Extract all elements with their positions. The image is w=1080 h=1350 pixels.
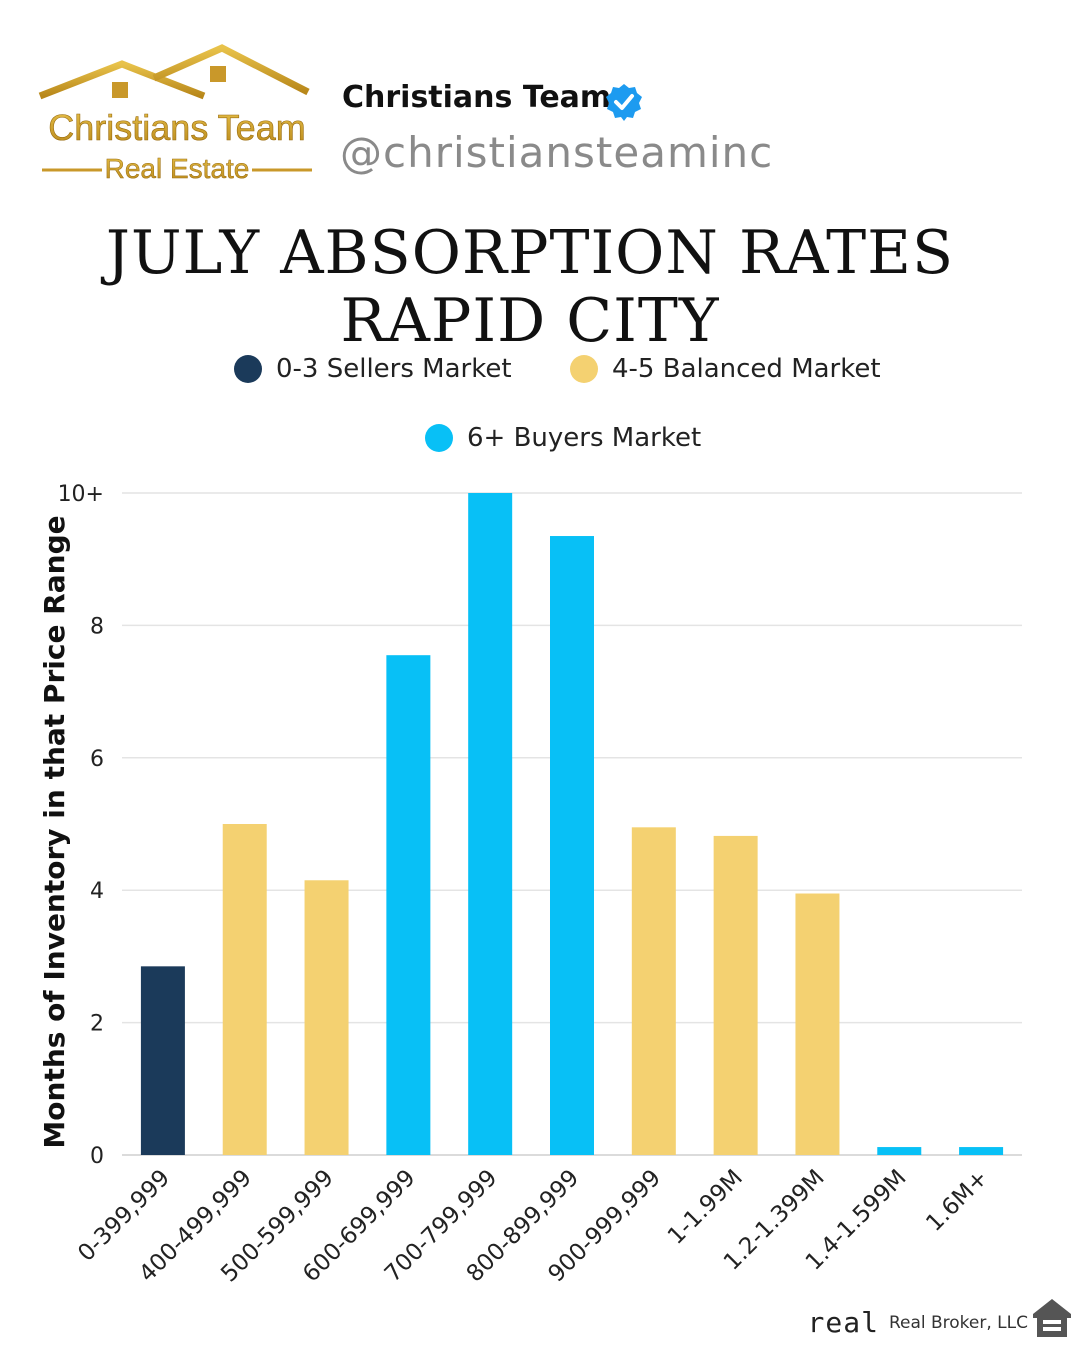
broker-credit: real Real Broker, LLC xyxy=(808,1306,1028,1339)
bars xyxy=(140,493,1004,1155)
chart-subtitle: RAPID CITY xyxy=(340,286,720,356)
christians-team-logo: Christians Team Real Estate xyxy=(38,44,312,184)
legend-item-sellers: 0-3 Sellers Market xyxy=(234,354,512,384)
bar-900-999,999 xyxy=(631,827,676,1155)
verified-badge-icon xyxy=(606,84,642,121)
legend-label-balanced: 4-5 Balanced Market xyxy=(612,354,881,384)
bar-1.2-1.399M xyxy=(795,893,840,1155)
bar-0-399,999 xyxy=(140,966,185,1155)
bar-800-899,999 xyxy=(550,536,594,1155)
y-tick-label: 0 xyxy=(90,1144,104,1169)
legend-label-sellers: 0-3 Sellers Market xyxy=(276,354,512,384)
bar-1-1.99M xyxy=(713,835,758,1155)
legend-dot-balanced xyxy=(570,355,598,383)
profile-name: Christians Team xyxy=(342,80,612,115)
bar-700-799,999 xyxy=(468,493,513,1155)
y-axis-label: Months of Inventory in that Price Range xyxy=(38,515,71,1148)
profile-handle: @christiansteaminc xyxy=(340,128,774,177)
broker-logo: real xyxy=(807,1306,879,1339)
legend-dot-sellers xyxy=(234,355,262,383)
bar-chart: 0 2 4 6 8 10+ 0-399,999400-499,999500-599,999… xyxy=(38,482,1022,1288)
y-tick-label: 6 xyxy=(90,747,104,772)
x-axis-labels: 0-399,999400-499,999500-599,999600-699,9… xyxy=(73,1165,993,1288)
bar-1.6M+ xyxy=(959,1147,1004,1155)
y-axis-ticks: 0 2 4 6 8 10+ xyxy=(58,482,104,1169)
y-tick-label: 10+ xyxy=(58,482,104,507)
y-tick-label: 8 xyxy=(90,614,104,639)
bar-1.4-1.599M xyxy=(877,1147,922,1155)
legend-dot-buyers xyxy=(425,424,453,452)
logo-line1: Christians Team xyxy=(48,107,305,148)
x-tick-label: 1-1.99M xyxy=(663,1165,748,1250)
equal-housing-icon xyxy=(1033,1299,1071,1337)
bar-400-499,999 xyxy=(222,824,267,1155)
y-tick-label: 4 xyxy=(90,879,104,904)
legend-item-buyers: 6+ Buyers Market xyxy=(425,423,701,453)
broker-name: Real Broker, LLC xyxy=(888,1312,1028,1333)
logo-line2: Real Estate xyxy=(105,153,250,184)
legend-item-balanced: 4-5 Balanced Market xyxy=(570,354,881,384)
x-tick-label: 1.6M+ xyxy=(921,1165,993,1237)
legend-label-buyers: 6+ Buyers Market xyxy=(467,423,702,453)
bar-500-599,999 xyxy=(304,880,349,1155)
chart-title: JULY ABSORPTION RATES xyxy=(105,218,955,288)
y-tick-label: 2 xyxy=(90,1012,104,1037)
bar-600-699,999 xyxy=(386,655,431,1155)
